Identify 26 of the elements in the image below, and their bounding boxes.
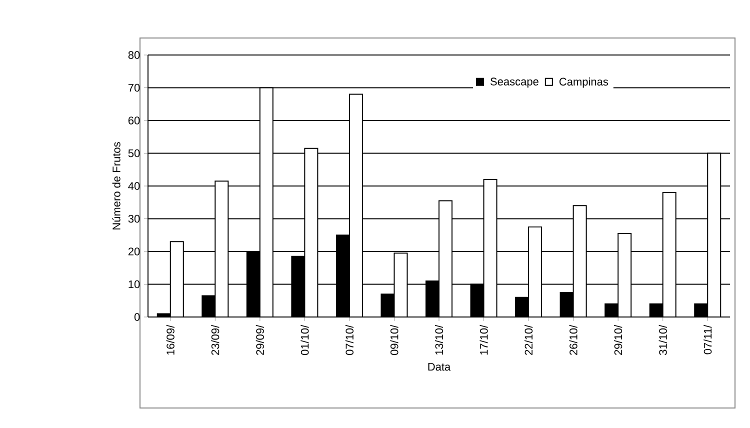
x-tick-label: 07/10/ xyxy=(345,324,354,356)
x-tick-label: 17/10/ xyxy=(480,324,488,355)
y-tick-label: 50 xyxy=(128,149,140,158)
x-tick-label: 13/10/ xyxy=(434,324,444,355)
y-tick-label: 10 xyxy=(128,280,140,288)
x-tick-label: 23/09/ xyxy=(211,324,220,355)
legend-label: Seascape xyxy=(490,78,538,88)
x-tick-label: 31/10/ xyxy=(658,324,667,356)
x-tick-label: 29/10/ xyxy=(614,324,622,355)
x-tick-label: 16/09/ xyxy=(166,324,174,355)
y-tick-label: 70 xyxy=(128,84,140,92)
legend-label: Campinas xyxy=(559,78,608,88)
y-tick-label: 30 xyxy=(128,214,140,223)
x-tick-label: 29/09/ xyxy=(256,324,264,355)
y-tick-label: 80 xyxy=(128,51,140,59)
y-tick-label: 20 xyxy=(128,248,140,256)
y-tick-label: 40 xyxy=(128,182,140,190)
y-axis-title: Número de Frutos xyxy=(112,142,120,230)
x-tick-label: 09/10/ xyxy=(390,324,398,356)
x-tick-label: 07/11/ xyxy=(704,324,712,354)
x-tick-label: 26/10/ xyxy=(569,324,578,355)
y-tick-label: 60 xyxy=(128,116,140,124)
y-tick-label: 0 xyxy=(134,313,140,321)
x-tick-label: 22/10/ xyxy=(524,324,533,355)
x-tick-label: 01/10/ xyxy=(300,324,309,356)
x-axis-title: Data xyxy=(428,362,451,371)
